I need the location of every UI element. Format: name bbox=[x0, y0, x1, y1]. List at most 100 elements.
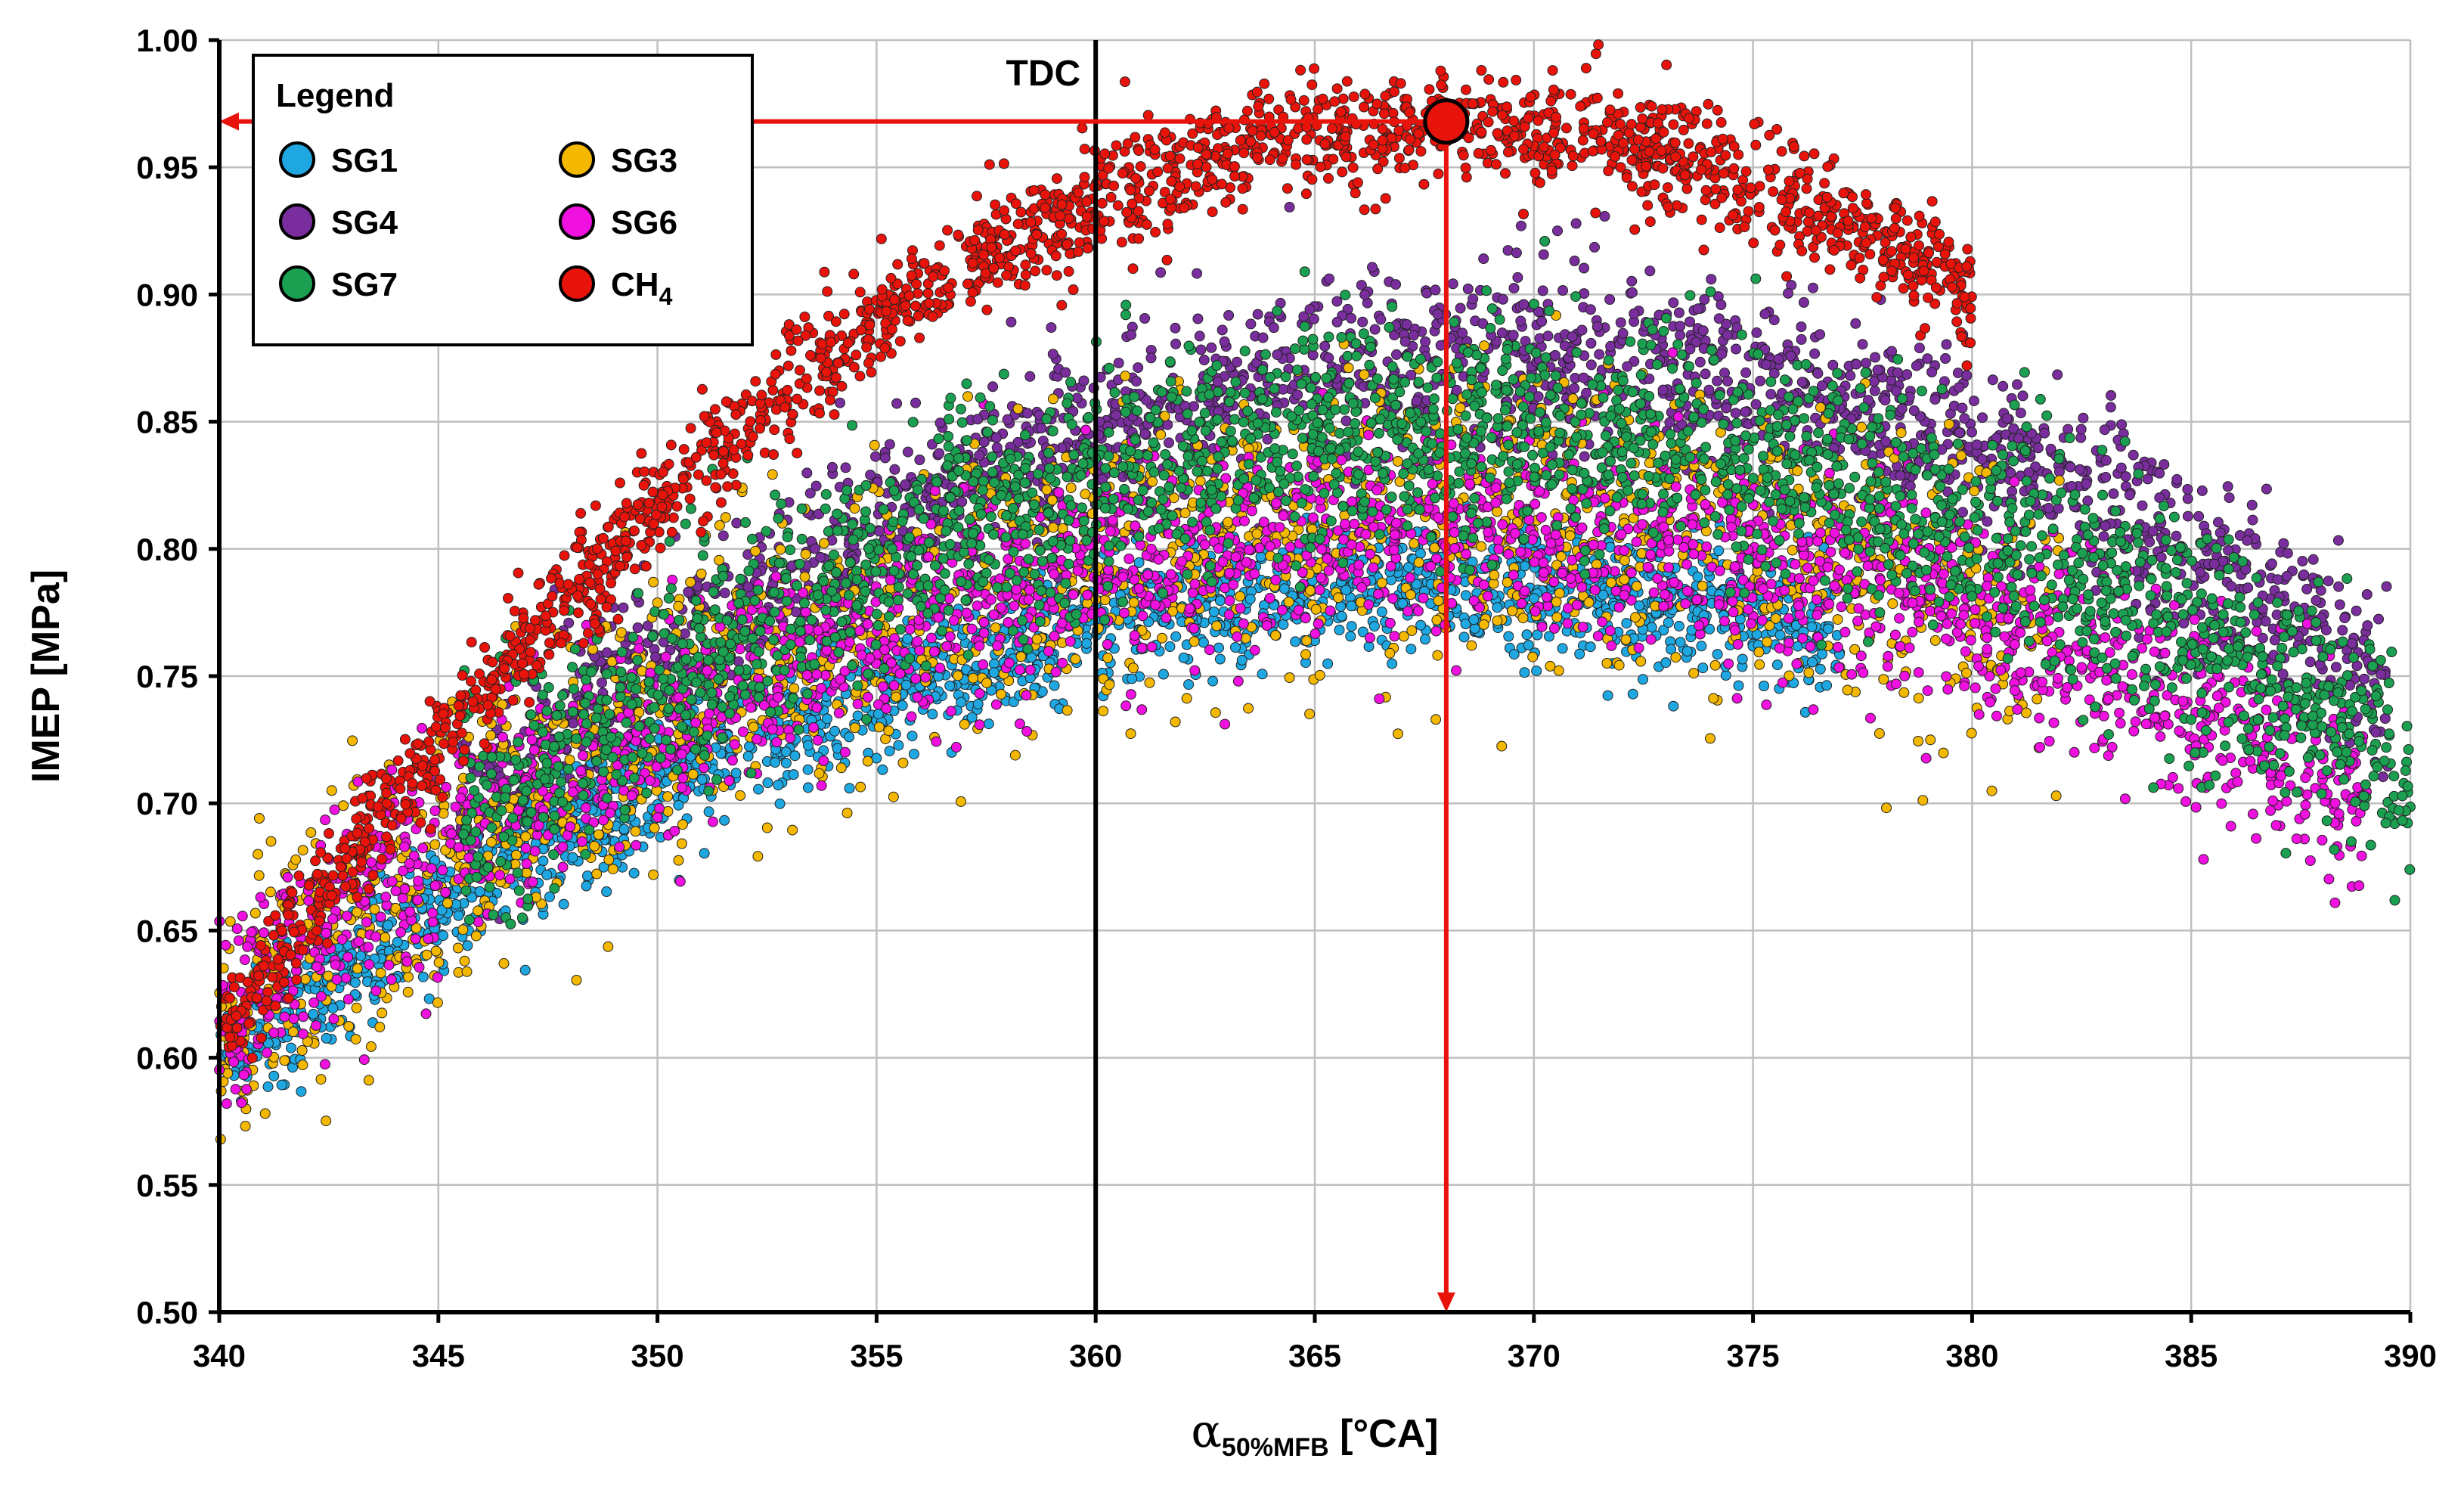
data-point-sg4 bbox=[2108, 488, 2119, 499]
data-point-sg4 bbox=[900, 479, 911, 490]
data-point-sg1 bbox=[673, 799, 684, 811]
data-point-sg4 bbox=[2298, 569, 2310, 580]
data-point-sg4 bbox=[987, 381, 999, 393]
data-point-sg1 bbox=[1646, 622, 1657, 633]
data-point-sg4 bbox=[1796, 321, 1807, 333]
data-point-sg1 bbox=[558, 898, 569, 910]
data-point-sg4 bbox=[1957, 402, 1968, 414]
data-point-sg4 bbox=[2320, 625, 2332, 636]
data-point-sg4 bbox=[1508, 283, 1520, 293]
data-point-sg4 bbox=[2043, 502, 2054, 514]
data-point-sg4 bbox=[1552, 225, 1563, 237]
data-point-sg1 bbox=[383, 920, 394, 931]
data-point-sg1 bbox=[1697, 663, 1709, 674]
data-point-sg3 bbox=[1635, 656, 1647, 667]
data-point-sg3 bbox=[1080, 489, 1091, 500]
data-point-sg3 bbox=[380, 932, 391, 943]
data-point-sg3 bbox=[1243, 703, 1254, 714]
data-point-sg4 bbox=[2156, 551, 2167, 563]
data-point-sg4 bbox=[1022, 408, 1033, 419]
data-point-sg4 bbox=[1914, 343, 1925, 354]
data-point-sg4 bbox=[1194, 330, 1205, 342]
data-point-sg4 bbox=[1998, 380, 2009, 392]
data-point-sg4 bbox=[1812, 368, 1824, 379]
data-point-sg4 bbox=[2075, 424, 2087, 435]
data-point-sg4 bbox=[1390, 279, 1401, 290]
data-point-sg4 bbox=[1369, 324, 1381, 335]
data-point-sg3 bbox=[296, 1045, 308, 1056]
data-point-sg4 bbox=[1768, 315, 1780, 326]
data-point-sg1 bbox=[1492, 602, 1503, 613]
data-point-sg1 bbox=[1627, 688, 1638, 700]
data-point-sg1 bbox=[1733, 680, 1744, 691]
data-point-sg4 bbox=[1706, 274, 1717, 285]
data-point-sg1 bbox=[821, 713, 832, 725]
data-point-sg1 bbox=[788, 769, 799, 780]
data-point-sg4 bbox=[2224, 492, 2235, 504]
data-point-sg3 bbox=[363, 1075, 374, 1086]
data-point-sg3 bbox=[990, 622, 1001, 633]
data-point-sg4 bbox=[902, 446, 913, 458]
data-point-sg4 bbox=[683, 586, 694, 597]
data-point-sg4 bbox=[1570, 218, 1582, 229]
data-point-sg1 bbox=[1420, 634, 1430, 645]
data-point-sg1 bbox=[972, 699, 984, 709]
data-point-sg3 bbox=[510, 849, 522, 861]
data-point-sg1 bbox=[1415, 548, 1426, 559]
data-point-sg1 bbox=[276, 1079, 287, 1091]
data-point-sg4 bbox=[2128, 449, 2139, 461]
data-point-sg3 bbox=[1753, 647, 1765, 658]
data-point-sg1 bbox=[1335, 601, 1347, 612]
data-point-sg4 bbox=[2339, 613, 2351, 624]
data-point-sg1 bbox=[582, 870, 593, 882]
data-point-sg4 bbox=[1408, 330, 1419, 341]
data-point-sg4 bbox=[1845, 370, 1856, 381]
data-point-sg4 bbox=[1783, 287, 1794, 299]
data-point-sg4 bbox=[2147, 526, 2159, 537]
data-point-sg1 bbox=[927, 709, 938, 720]
data-point-sg1 bbox=[1681, 646, 1693, 656]
data-point-sg1 bbox=[1049, 680, 1060, 691]
data-point-sg1 bbox=[1207, 675, 1219, 687]
data-point-sg4 bbox=[2052, 369, 2063, 380]
data-point-sg4 bbox=[835, 397, 845, 408]
data-point-sg4 bbox=[1145, 352, 1157, 364]
data-point-sg4 bbox=[1401, 319, 1412, 330]
data-point-sg1 bbox=[742, 750, 754, 762]
data-point-sg3 bbox=[265, 886, 276, 898]
data-point-sg1 bbox=[1081, 638, 1093, 649]
data-point-sg4 bbox=[2078, 412, 2089, 424]
scatter-points bbox=[214, 39, 2416, 1145]
data-point-sg4 bbox=[2182, 484, 2193, 495]
data-point-sg1 bbox=[262, 1081, 274, 1092]
data-point-sg4 bbox=[1851, 358, 1862, 370]
data-point-sg4 bbox=[1968, 396, 1979, 407]
data-point-sg4 bbox=[2281, 570, 2292, 582]
data-point-sg4 bbox=[1375, 314, 1387, 325]
data-point-sg4 bbox=[1722, 376, 1733, 387]
data-point-sg4 bbox=[1537, 285, 1548, 296]
data-point-sg4 bbox=[1268, 322, 1279, 334]
data-point-sg3 bbox=[1925, 734, 1936, 746]
data-point-sg4 bbox=[1872, 365, 1883, 376]
data-point-sg4 bbox=[1391, 349, 1402, 360]
data-point-sg3 bbox=[253, 870, 265, 881]
data-point-sg4 bbox=[1367, 262, 1378, 273]
data-point-sg4 bbox=[1324, 273, 1334, 284]
data-point-sg4 bbox=[1703, 384, 1715, 396]
data-point-sg4 bbox=[2182, 510, 2193, 522]
data-point-sg4 bbox=[1411, 396, 1422, 407]
data-point-sg4 bbox=[2159, 459, 2170, 470]
data-point-sg4 bbox=[1139, 428, 1151, 439]
data-point-sg4 bbox=[1457, 327, 1468, 339]
data-point-sg4 bbox=[1223, 310, 1235, 321]
data-point-sg1 bbox=[789, 750, 801, 762]
data-point-sg4 bbox=[1700, 368, 1711, 380]
data-point-sg4 bbox=[1626, 287, 1638, 298]
data-point-sg3 bbox=[883, 725, 894, 737]
data-point-sg4 bbox=[1892, 367, 1903, 378]
data-point-sg4 bbox=[2023, 467, 2035, 478]
data-point-sg4 bbox=[1579, 451, 1590, 462]
data-point-sg1 bbox=[884, 746, 895, 757]
data-point-sg4 bbox=[1685, 316, 1695, 327]
